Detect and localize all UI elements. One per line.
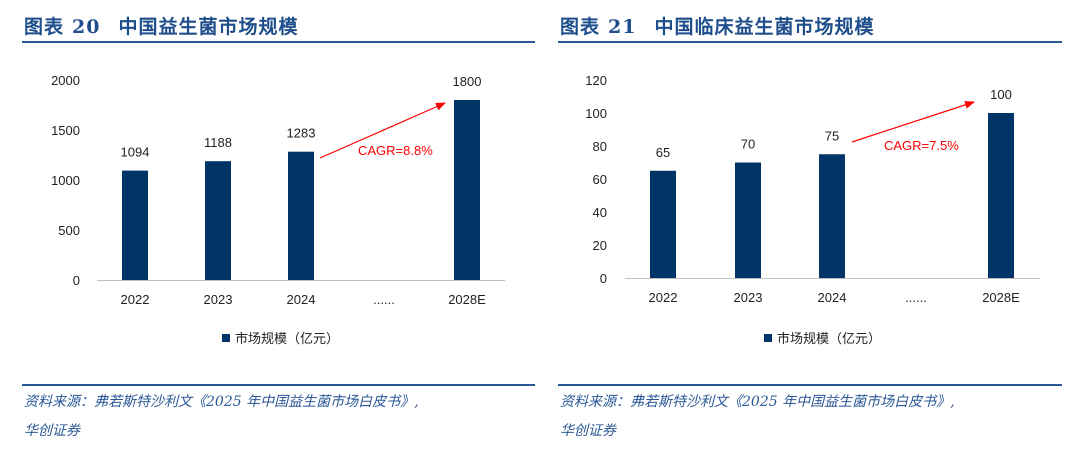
figure-title: 中国临床益生菌市场规模 (654, 16, 875, 38)
y-tick-label: 80 (593, 139, 607, 154)
data-label: 1188 (204, 135, 232, 150)
figure-label: 图表 (560, 16, 601, 38)
title-rule (558, 41, 1062, 43)
y-tick-label: 0 (73, 273, 80, 288)
source-line: 华创证券 (24, 423, 80, 439)
figure-title: 中国益生菌市场规模 (118, 16, 299, 38)
y-tick-label: 100 (585, 106, 607, 121)
x-tick-label: 2022 (649, 290, 678, 305)
data-label: 1800 (453, 74, 482, 89)
x-tick-label: 2028E (448, 292, 486, 307)
cagr-annotation: CAGR=8.8% (358, 143, 433, 158)
bar-chart-1: 0 500 1000 1500 2000 2022 1094 2023 1188 2024 1283… (51, 73, 505, 346)
legend-label: 市场规模（亿元） (235, 331, 339, 346)
data-label: 100 (990, 87, 1012, 102)
data-label: 1283 (287, 126, 316, 141)
bar (735, 162, 761, 278)
bar (650, 170, 676, 278)
source-line: 资料来源：弗若斯特沙利文《2025 年中国益生菌市场白皮书》, (24, 394, 419, 410)
legend-swatch (764, 334, 772, 342)
source-line: 华创证券 (560, 423, 616, 439)
y-tick-label: 20 (593, 238, 607, 253)
y-tick-label: 2000 (51, 73, 80, 88)
source-note-2: 资料来源：弗若斯特沙利文《2025 年中国益生菌市场白皮书》, 华创证券 (560, 388, 1060, 446)
x-tick-label: ...... (905, 290, 927, 305)
x-tick-label: ...... (373, 292, 395, 307)
x-tick-label: 2028E (982, 290, 1020, 305)
chart-title-1: 图表 20 中国益生菌市场规模 (24, 12, 298, 39)
x-tick-label: 2024 (287, 292, 316, 307)
figure-number: 21 (608, 16, 637, 38)
bar (205, 161, 231, 280)
bar (288, 151, 314, 280)
chart-title-2: 图表 21 中国临床益生菌市场规模 (560, 12, 874, 39)
y-tick-label: 1000 (51, 173, 80, 188)
figure-number: 20 (72, 16, 101, 38)
cagr-arrow (319, 102, 446, 159)
x-tick-label: 2023 (204, 292, 233, 307)
bar (454, 100, 480, 280)
bar-chart-2: 0 20 40 60 80 100 120 2022 65 2023 70 2024 75...... 2… (585, 73, 1040, 346)
figure-label: 图表 (24, 16, 65, 38)
title-rule (22, 41, 535, 43)
source-line: 资料来源：弗若斯特沙利文《2025 年中国益生菌市场白皮书》, (560, 394, 955, 410)
x-tick-label: 2023 (734, 290, 763, 305)
y-tick-label: 40 (593, 205, 607, 220)
y-tick-label: 120 (585, 73, 607, 88)
y-tick-label: 60 (593, 172, 607, 187)
y-tick-label: 1500 (51, 123, 80, 138)
x-tick-label: 2022 (121, 292, 150, 307)
y-tick-label: 0 (600, 271, 607, 286)
y-tick-label: 500 (58, 223, 80, 238)
data-label: 1094 (121, 145, 150, 160)
cagr-annotation: CAGR=7.5% (884, 138, 959, 153)
x-tick-label: 2024 (818, 290, 847, 305)
source-note-1: 资料来源：弗若斯特沙利文《2025 年中国益生菌市场白皮书》, 华创证券 (24, 388, 524, 446)
data-label: 70 (741, 137, 755, 152)
legend-swatch (222, 334, 230, 342)
footer-rule (558, 384, 1062, 386)
data-label: 75 (825, 128, 839, 143)
bar (122, 170, 148, 280)
cagr-arrow (851, 101, 975, 143)
bar (988, 113, 1014, 278)
footer-rule (22, 384, 535, 386)
bar (819, 154, 845, 278)
legend-label: 市场规模（亿元） (777, 331, 881, 346)
data-label: 65 (656, 145, 670, 160)
